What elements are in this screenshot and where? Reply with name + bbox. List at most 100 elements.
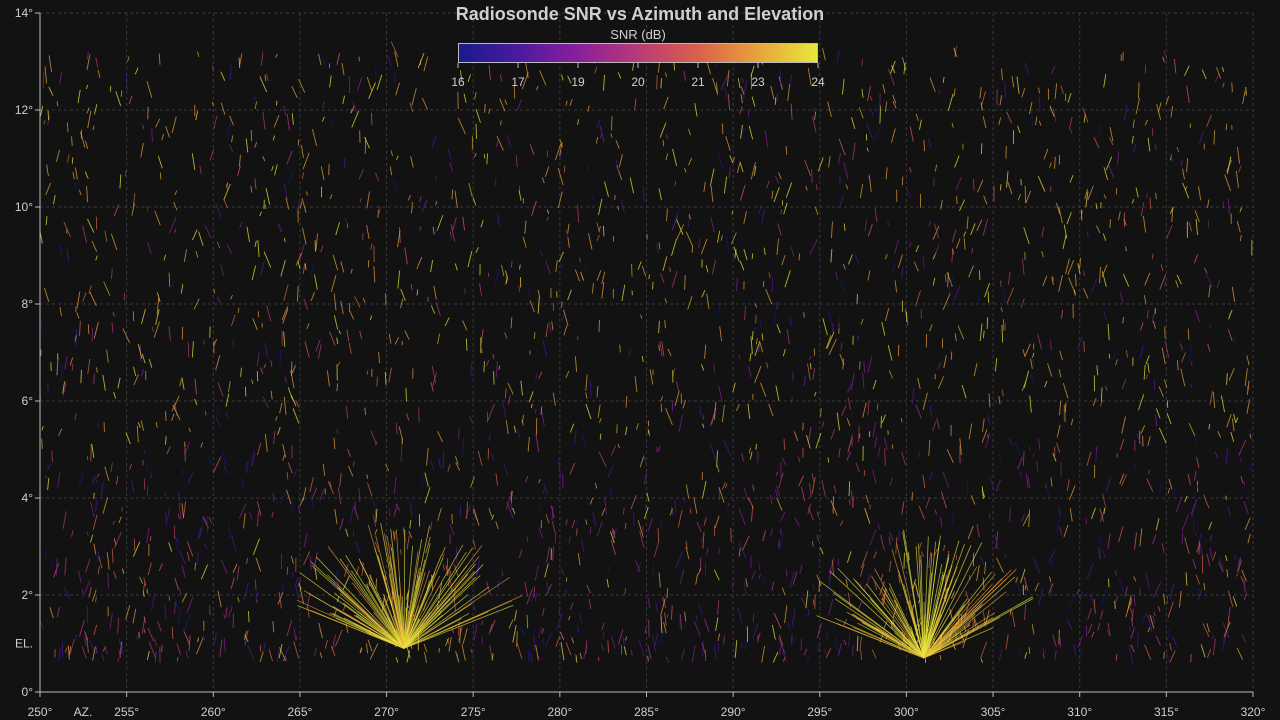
track-streak [1232, 596, 1238, 607]
track-streak [705, 265, 709, 273]
track-streak [390, 150, 394, 157]
track-streak [648, 274, 650, 280]
track-streak [1054, 649, 1057, 660]
track-streak [715, 617, 719, 631]
track-streak [1054, 156, 1056, 169]
track-streak [245, 557, 249, 564]
track-streak [716, 450, 719, 467]
track-streak [526, 614, 529, 629]
track-streak [535, 645, 539, 660]
track-streak [504, 388, 507, 399]
track-streak [77, 570, 82, 583]
track-streak [682, 497, 686, 503]
track-streak [737, 607, 743, 624]
track-streak [1109, 126, 1114, 142]
track-streak [197, 637, 199, 643]
track-streak [1048, 549, 1056, 563]
track-streak [43, 120, 46, 125]
track-streak [822, 48, 826, 61]
track-streak [1024, 585, 1027, 590]
track-streak [576, 518, 579, 525]
track-streak [329, 481, 332, 489]
track-streak [107, 572, 110, 589]
track-streak [741, 77, 744, 83]
hotspot-streak [923, 566, 978, 659]
track-streak [765, 289, 773, 305]
track-streak [963, 231, 967, 237]
track-streak [579, 257, 581, 263]
track-streak [979, 87, 982, 99]
track-streak [155, 651, 158, 658]
track-streak [400, 298, 404, 309]
track-streak [881, 414, 886, 423]
track-streak [1001, 324, 1004, 343]
track-streak [44, 549, 48, 556]
track-streak [375, 578, 378, 589]
track-streak [384, 595, 390, 608]
track-streak [424, 487, 431, 504]
track-streak [87, 358, 91, 375]
track-streak [1077, 263, 1081, 275]
track-streak [577, 553, 581, 566]
track-streak [773, 612, 782, 629]
track-streak [812, 583, 815, 590]
track-streak [277, 223, 283, 233]
track-streak [684, 275, 686, 290]
track-streak [816, 574, 822, 587]
track-streak [1158, 427, 1167, 444]
track-streak [557, 167, 564, 186]
track-streak [473, 624, 478, 641]
track-streak [246, 461, 248, 472]
track-streak [359, 647, 363, 653]
track-streak [685, 546, 690, 560]
track-streak [256, 352, 260, 367]
track-streak [62, 511, 67, 529]
track-streak [535, 373, 538, 380]
track-streak [213, 288, 216, 294]
track-streak [892, 100, 897, 109]
track-streak [538, 504, 541, 511]
track-streak [698, 406, 703, 418]
track-streak [738, 354, 741, 359]
track-streak [349, 310, 355, 320]
track-streak [321, 116, 325, 122]
hotspot-streak [358, 558, 405, 649]
track-streak [643, 506, 649, 520]
track-streak [288, 496, 295, 513]
track-streak [1050, 580, 1053, 597]
track-streak [634, 559, 641, 572]
track-streak [183, 630, 191, 645]
hotspot-streak [403, 572, 426, 649]
track-streak [615, 140, 620, 149]
track-streak [782, 348, 786, 357]
track-streak [943, 355, 947, 369]
track-streak [389, 166, 393, 176]
track-streak [426, 447, 429, 466]
track-streak [1114, 570, 1117, 577]
x-tick-label: 255° [114, 705, 139, 719]
track-streak [425, 536, 431, 554]
track-streak [873, 124, 882, 140]
track-streak [894, 239, 899, 254]
track-streak [727, 93, 731, 111]
hotspot-streak [326, 574, 405, 649]
track-streak [574, 429, 577, 445]
track-streak [903, 62, 906, 75]
x-tick-label: 300° [894, 705, 919, 719]
track-streak [771, 624, 776, 640]
track-streak [1063, 524, 1069, 538]
track-streak [1003, 319, 1005, 331]
track-streak [341, 62, 345, 75]
track-streak [684, 611, 687, 622]
track-streak [1100, 387, 1103, 402]
track-streak [500, 120, 502, 126]
track-streak [579, 652, 583, 660]
track-streak [1214, 451, 1219, 459]
track-streak [928, 439, 931, 456]
track-streak [950, 351, 953, 360]
y-tick-label: 12° [15, 103, 33, 117]
track-streak [392, 530, 395, 539]
track-streak [1198, 539, 1204, 556]
track-streak [171, 116, 177, 133]
track-streak [888, 536, 891, 546]
